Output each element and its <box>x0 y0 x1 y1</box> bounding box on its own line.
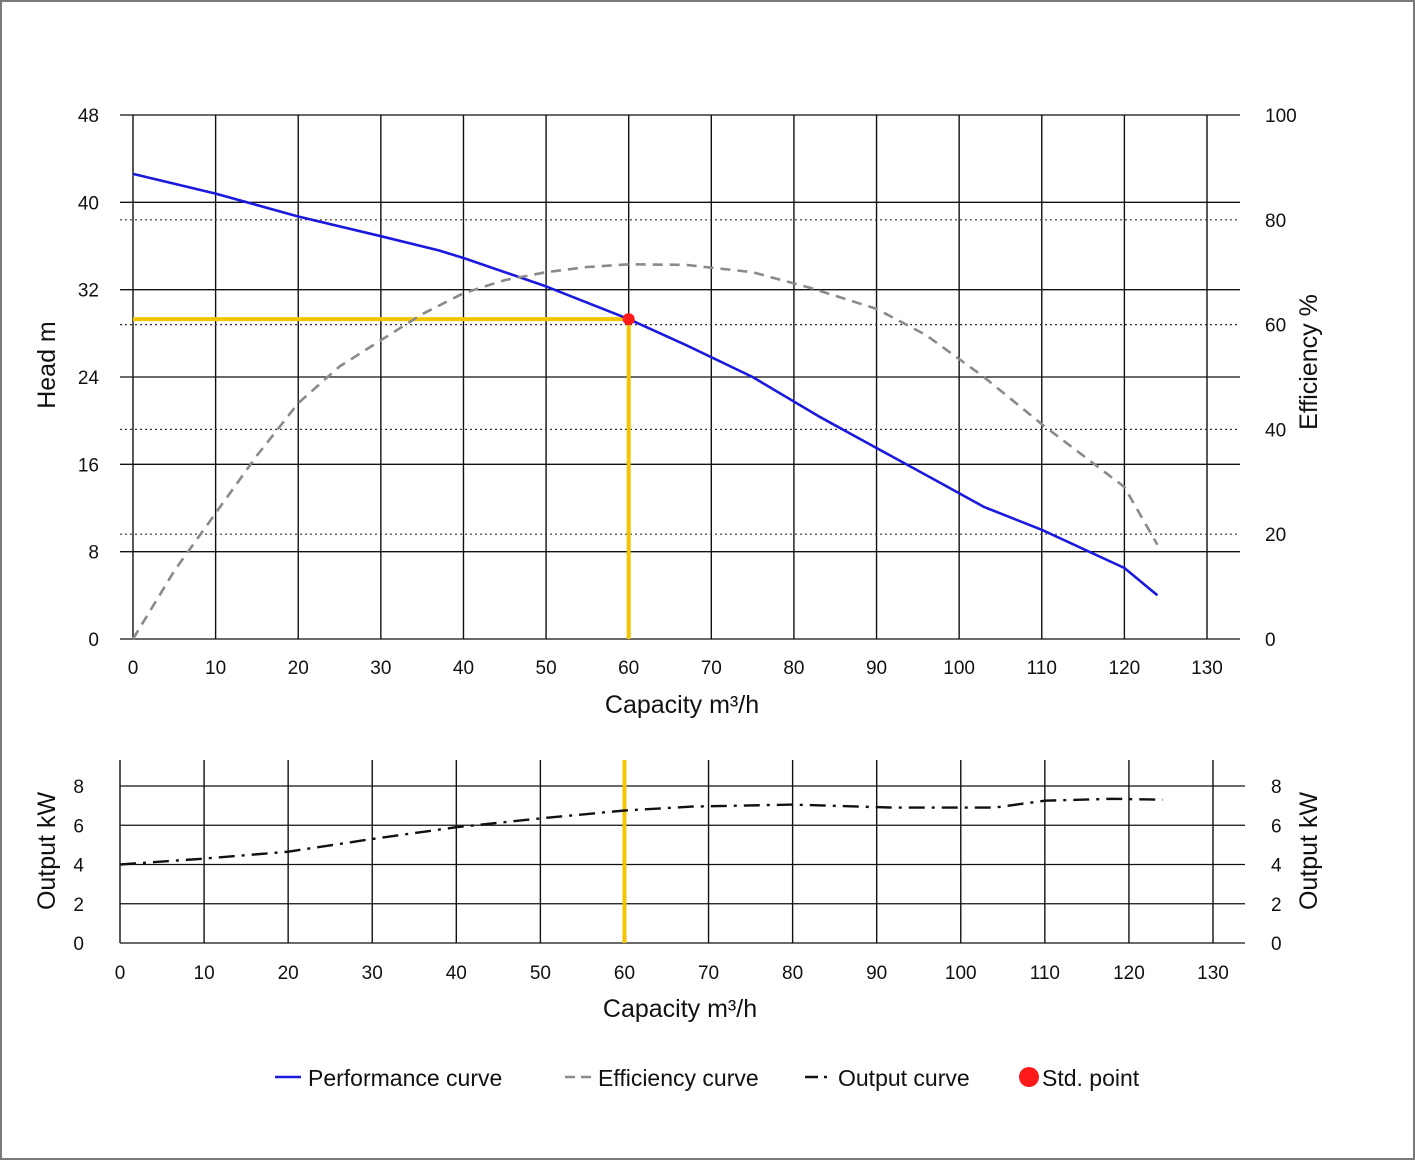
std-point-marker <box>622 313 635 326</box>
output-curve-line <box>119 797 1163 866</box>
head-y-tick-label: 0 <box>88 630 99 651</box>
efficiency-y-tick-label: 80 <box>1265 211 1286 232</box>
output-y-tick-label: 6 <box>73 816 84 837</box>
output-x-tick-label: 50 <box>530 963 551 984</box>
output-x-axis-title: Capacity m³/h <box>603 995 757 1023</box>
head-x-axis-title: Capacity m³/h <box>605 691 759 719</box>
output-y-tick-label: 2 <box>73 895 84 916</box>
output-y2-tick-label: 2 <box>1271 895 1282 916</box>
output-x-tick-label: 130 <box>1197 963 1229 984</box>
head-x-tick-label: 90 <box>866 658 887 679</box>
output-x-tick-label: 10 <box>194 963 215 984</box>
legend-performance-label: Performance curve <box>308 1065 502 1091</box>
legend-std-point-label: Std. point <box>1042 1065 1140 1091</box>
output-x-tick-label: 110 <box>1030 963 1060 984</box>
output-x-tick-label: 100 <box>945 963 977 984</box>
efficiency-y-tick-label: 40 <box>1265 420 1286 441</box>
output-y-tick-label: 4 <box>73 856 84 877</box>
output-x-tick-label: 20 <box>278 963 299 984</box>
head-x-tick-label: 80 <box>783 658 804 679</box>
head-x-tick-label: 70 <box>701 658 722 679</box>
output-y2-tick-label: 0 <box>1271 934 1282 955</box>
head-x-tick-label: 120 <box>1109 658 1141 679</box>
output-y2-tick-label: 6 <box>1271 816 1282 837</box>
output-x-tick-label: 60 <box>614 963 635 984</box>
head-x-tick-label: 100 <box>943 658 975 679</box>
output-y2-axis-title: Output kW <box>1295 792 1323 910</box>
head-y-tick-label: 32 <box>78 281 99 302</box>
output-y-tick-label: 8 <box>73 777 84 798</box>
output-y-axis-title: Output kW <box>33 792 61 910</box>
head-y-tick-label: 48 <box>78 106 99 127</box>
head-y-tick-label: 24 <box>78 368 100 389</box>
output-y2-tick-label: 4 <box>1271 856 1282 877</box>
efficiency-y-axis-title: Efficiency % <box>1295 294 1323 430</box>
head-x-tick-label: 10 <box>205 658 226 679</box>
legend-std-point-symbol <box>1019 1067 1039 1087</box>
output-x-tick-label: 30 <box>362 963 383 984</box>
head-y-tick-label: 40 <box>78 193 99 214</box>
output-y2-tick-label: 8 <box>1271 777 1282 798</box>
head-x-tick-label: 130 <box>1191 658 1223 679</box>
output-y-tick-label: 0 <box>73 934 84 955</box>
output-x-tick-label: 90 <box>866 963 887 984</box>
head-x-tick-label: 50 <box>536 658 557 679</box>
head-x-tick-label: 40 <box>453 658 474 679</box>
output-x-tick-label: 120 <box>1113 963 1145 984</box>
output-x-tick-label: 40 <box>446 963 467 984</box>
head-x-tick-label: 30 <box>370 658 391 679</box>
efficiency-y-tick-label: 20 <box>1265 525 1286 546</box>
efficiency-y-tick-label: 100 <box>1265 106 1297 127</box>
head-x-tick-label: 20 <box>288 658 309 679</box>
legend-efficiency-label: Efficiency curve <box>598 1065 759 1091</box>
output-x-tick-label: 70 <box>698 963 719 984</box>
output-x-tick-label: 80 <box>782 963 803 984</box>
efficiency-y-tick-label: 60 <box>1265 316 1286 337</box>
head-y-axis-title: Head m <box>33 321 61 409</box>
performance-curve-line <box>132 172 1159 597</box>
head-y-tick-label: 16 <box>78 455 99 476</box>
head-x-tick-label: 60 <box>618 658 639 679</box>
head-x-tick-label: 110 <box>1027 658 1057 679</box>
head-x-tick-label: 0 <box>128 658 139 679</box>
legend-output-label: Output curve <box>838 1065 970 1091</box>
head-y-tick-label: 8 <box>88 543 99 564</box>
output-x-tick-label: 0 <box>115 963 126 984</box>
efficiency-y-tick-label: 0 <box>1265 630 1276 651</box>
